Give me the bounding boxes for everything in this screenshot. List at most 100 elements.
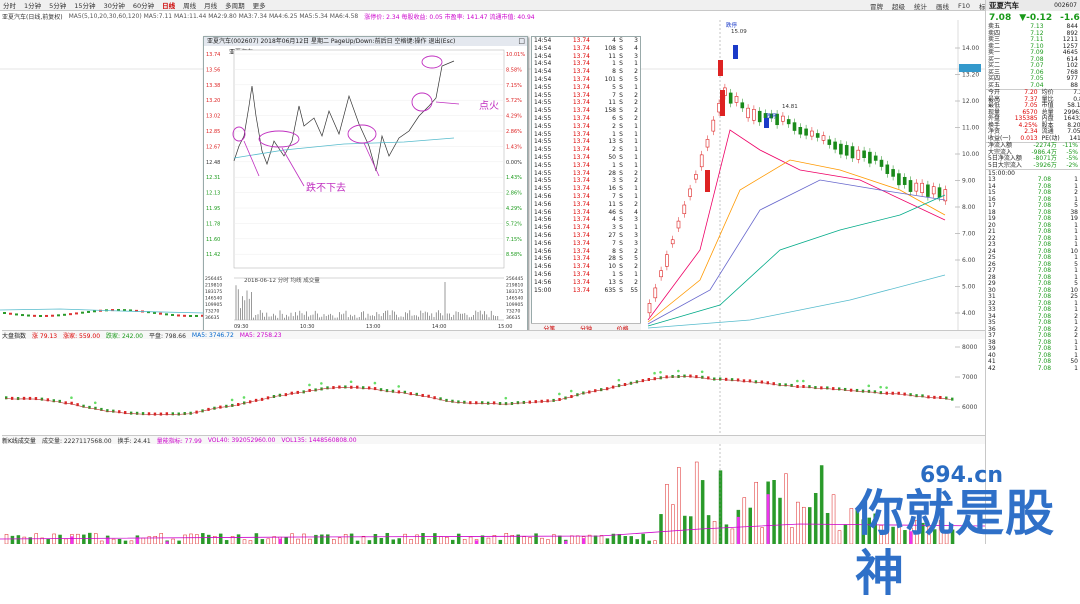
ask-price: 7.10 (1030, 42, 1044, 50)
vol-bar (302, 533, 306, 544)
idx-candle (338, 385, 341, 389)
vol-bar (486, 537, 491, 544)
tick-btn-0[interactable]: 分笔 (543, 324, 555, 333)
vol-axis-right: 146540 (506, 296, 523, 302)
tab-4[interactable]: 30分钟 (103, 2, 125, 10)
toolbar-btn-0[interactable]: 冒牌 (870, 2, 883, 11)
candle-left (195, 314, 198, 317)
index-legend: 大盘指数涨 79.13 涨家: 559.00 跌家: 242.00 平盘: 798.6… (2, 330, 985, 340)
idx-candle (885, 391, 888, 395)
tick-count: 1 (634, 153, 638, 161)
idx-candle (475, 401, 478, 405)
toolbar-btn-2[interactable]: 统计 (914, 2, 927, 11)
tab-10[interactable]: 更多 (252, 2, 266, 10)
tab-8[interactable]: 月线 (204, 2, 218, 10)
vol-bar (391, 539, 395, 544)
flow-pct: -11% (1062, 142, 1078, 149)
ask-vol: 844 (1066, 23, 1078, 30)
vol-bar (700, 480, 705, 544)
tick-count: 1 (634, 83, 638, 91)
candle-left (63, 313, 66, 316)
tab-7[interactable]: 周线 (183, 2, 197, 10)
tick-count: 1 (634, 138, 638, 146)
vol-bar (266, 538, 271, 544)
tick-btn-2[interactable]: 价格 (617, 324, 629, 333)
tick-count: 2 (634, 114, 638, 122)
idx-candle (379, 388, 383, 392)
tab-9[interactable]: 多周期 (225, 2, 245, 10)
tick-side: S (619, 114, 623, 122)
tick-btn-1[interactable]: 分钟 (580, 324, 592, 333)
tick-vol: 108 (604, 44, 616, 52)
vol-bar (296, 538, 300, 544)
period-tabs: 分时 1分钟 5分钟 15分钟 30分钟 60分钟 日线 周线 月线 多周期 更多 (0, 0, 1080, 11)
tick-count: 1 (634, 270, 638, 278)
tab-1[interactable]: 1分钟 (24, 2, 42, 10)
toolbar-btn-4[interactable]: F10 (958, 1, 971, 10)
stat-value: 7.05 (1024, 102, 1038, 109)
rtick-price: 7.08 (1037, 241, 1052, 248)
idx-candle (838, 387, 841, 391)
vol-axis-left: 146540 (205, 296, 222, 302)
rtick-vol: 1 (1074, 254, 1078, 261)
candle-left (51, 314, 54, 317)
volume-chart[interactable] (0, 444, 985, 544)
intraday-popup[interactable]: 亚夏汽车(002607) 2018年06月12日 星期二 PageUp/Down… (203, 36, 528, 331)
rtick-price: 7.08 (1037, 182, 1052, 190)
toolbar-btn-1[interactable]: 超级 (892, 2, 905, 11)
vol-bar (129, 540, 134, 544)
tick-side: S (619, 52, 623, 60)
vol-bar (938, 520, 943, 544)
rtick-idx: 26 (988, 260, 996, 268)
tick-list[interactable]: 13 7.08 1 14 7.08 1 15 7.08 2 16 7.08 1 17 7.08 5 18 7.0… (986, 176, 1080, 372)
tab-3[interactable]: 15分钟 (74, 2, 96, 10)
toolbar-btn-3[interactable]: 画线 (936, 2, 949, 11)
rtick-idx: 32 (988, 299, 996, 307)
stat-value: 0.013 (1020, 134, 1038, 142)
vol-bar (504, 533, 509, 544)
tick-vol: 2 (612, 122, 616, 130)
candle-left (3, 312, 6, 314)
vol-bar (587, 534, 592, 544)
ma-line-2 (647, 179, 946, 325)
vol-bar (599, 535, 604, 544)
vol-bar (456, 533, 461, 544)
annotation-circle-2 (347, 124, 377, 144)
tab-5[interactable]: 60分钟 (132, 2, 155, 10)
index-field-f: MA5: 2758.23 (239, 331, 282, 339)
tick-price: 13.74 (572, 37, 590, 44)
vol-bar-highlight (135, 537, 139, 544)
bid-row-1: 买二 7.07 102 (986, 62, 1080, 70)
tick-count: 2 (634, 278, 638, 286)
candle (653, 287, 658, 299)
tick-count: 1 (634, 185, 638, 193)
vol-bar (379, 538, 384, 544)
vol-bar (677, 467, 681, 544)
intraday-chart[interactable]: 13.74 10.01% 13.56 8.58% 13.38 7.15% 13.20 5.72… (204, 46, 527, 330)
tick-time: 14:54 (534, 37, 552, 44)
vol-bar (326, 534, 330, 544)
rtick-vol: 19 (1070, 215, 1078, 222)
axis-label: 12.00 (962, 98, 979, 105)
popup-close-icon[interactable]: □ (518, 37, 525, 45)
tick-time: 14:55 (534, 122, 552, 130)
trade-tick-panel[interactable]: 14:54 13.74 4 S 3 14:54 13.74 108 S 4 14:54 13.74 11… (531, 36, 641, 333)
tab-2[interactable]: 5分钟 (49, 2, 67, 10)
vol-name: 新K线成交量 (2, 437, 36, 445)
tick-side: S (619, 107, 623, 115)
index-chart[interactable]: 8000 7000 6000 (0, 339, 985, 435)
tick-time: 14:56 (534, 192, 552, 200)
idx-candle (843, 387, 847, 391)
tick-time: 14:54 (534, 44, 552, 52)
idx-candle (469, 401, 472, 405)
idx-axis-label: 8000 (962, 344, 977, 351)
idx-candle (326, 386, 329, 390)
volume-legend: 新K线成交量 成交量: 2227117568.00 换手: 24.41 量能指标: 7… (2, 435, 985, 445)
ma-line-1 (647, 159, 946, 323)
tick-vol: 1 (612, 270, 616, 278)
tab-0[interactable]: 分时 (3, 2, 16, 10)
tab-6[interactable]: 日线 (162, 2, 176, 10)
tick-count: 1 (634, 60, 638, 68)
rtick-row-23: 36 7.08 2 (986, 326, 1080, 334)
